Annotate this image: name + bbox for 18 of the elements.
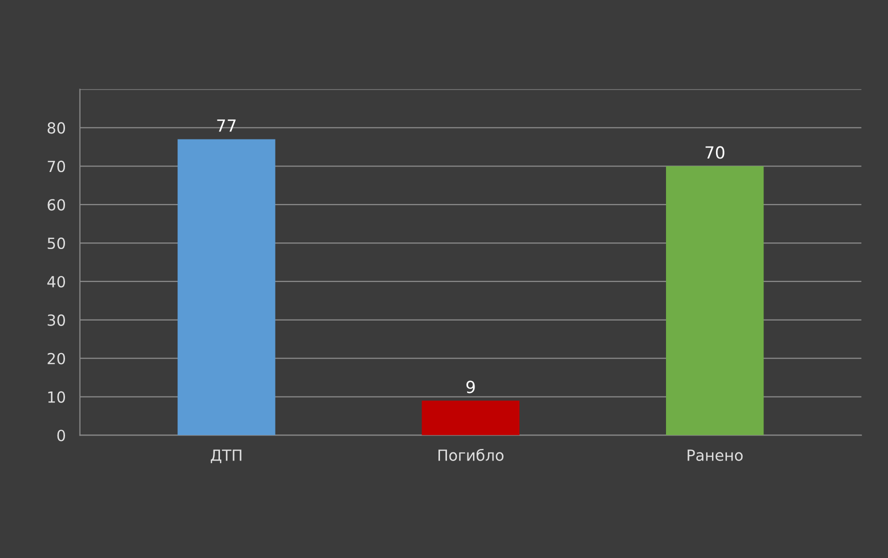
y-tick-label: 20 bbox=[48, 352, 66, 364]
bar bbox=[178, 139, 276, 436]
y-tick-label: 80 bbox=[48, 122, 66, 134]
data-label: 9 bbox=[466, 380, 475, 394]
y-tick-label: 60 bbox=[48, 199, 66, 211]
bar bbox=[666, 166, 764, 436]
y-tick-label: 50 bbox=[48, 238, 66, 250]
y-tick-label: 10 bbox=[48, 391, 66, 403]
x-tick-label: Ранено bbox=[688, 450, 743, 461]
y-tick-label: 70 bbox=[48, 160, 66, 172]
y-tick-label: 0 bbox=[57, 430, 66, 442]
data-label: 70 bbox=[706, 146, 724, 159]
y-tick-label: 30 bbox=[48, 314, 66, 326]
x-tick-label: ДТП bbox=[210, 450, 242, 464]
x-tick-label: Погибло bbox=[438, 448, 504, 461]
y-tick-label: 40 bbox=[47, 276, 66, 288]
data-label: 77 bbox=[217, 119, 236, 132]
bar bbox=[422, 400, 520, 436]
